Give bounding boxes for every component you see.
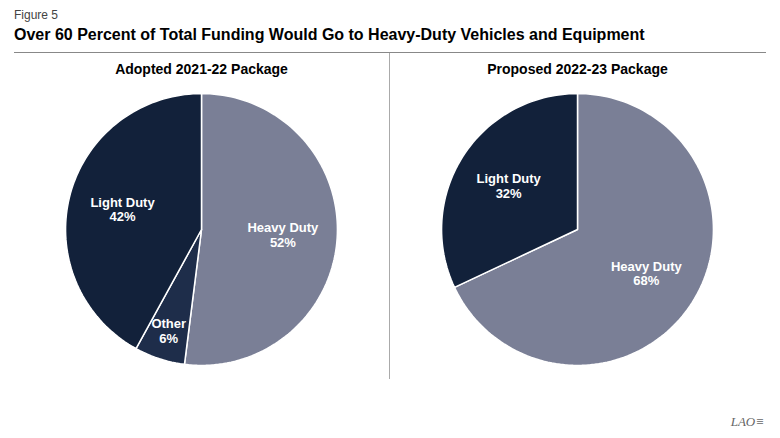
html-text:LAO≡: LAO≡ [730, 414, 764, 429]
svg-text:Heavy Duty68%: Heavy Duty68% [611, 259, 683, 289]
html-text:Over 60 Percent of Total Fundi: Over 60 Percent of Total Funding Would G… [14, 26, 645, 43]
svg-text:Light Duty42%: Light Duty42% [90, 195, 155, 225]
svg-text:Other6%: Other6% [151, 316, 186, 346]
svg-text:Light Duty32%: Light Duty32% [477, 171, 542, 201]
svg-text:Heavy Duty52%: Heavy Duty52% [247, 220, 319, 250]
html-text:Figure 5: Figure 5 [14, 8, 58, 22]
html-text:Proposed 2022-23 Package: Proposed 2022-23 Package [487, 61, 668, 77]
html-text:Adopted 2021-22 Package: Adopted 2021-22 Package [115, 61, 288, 77]
